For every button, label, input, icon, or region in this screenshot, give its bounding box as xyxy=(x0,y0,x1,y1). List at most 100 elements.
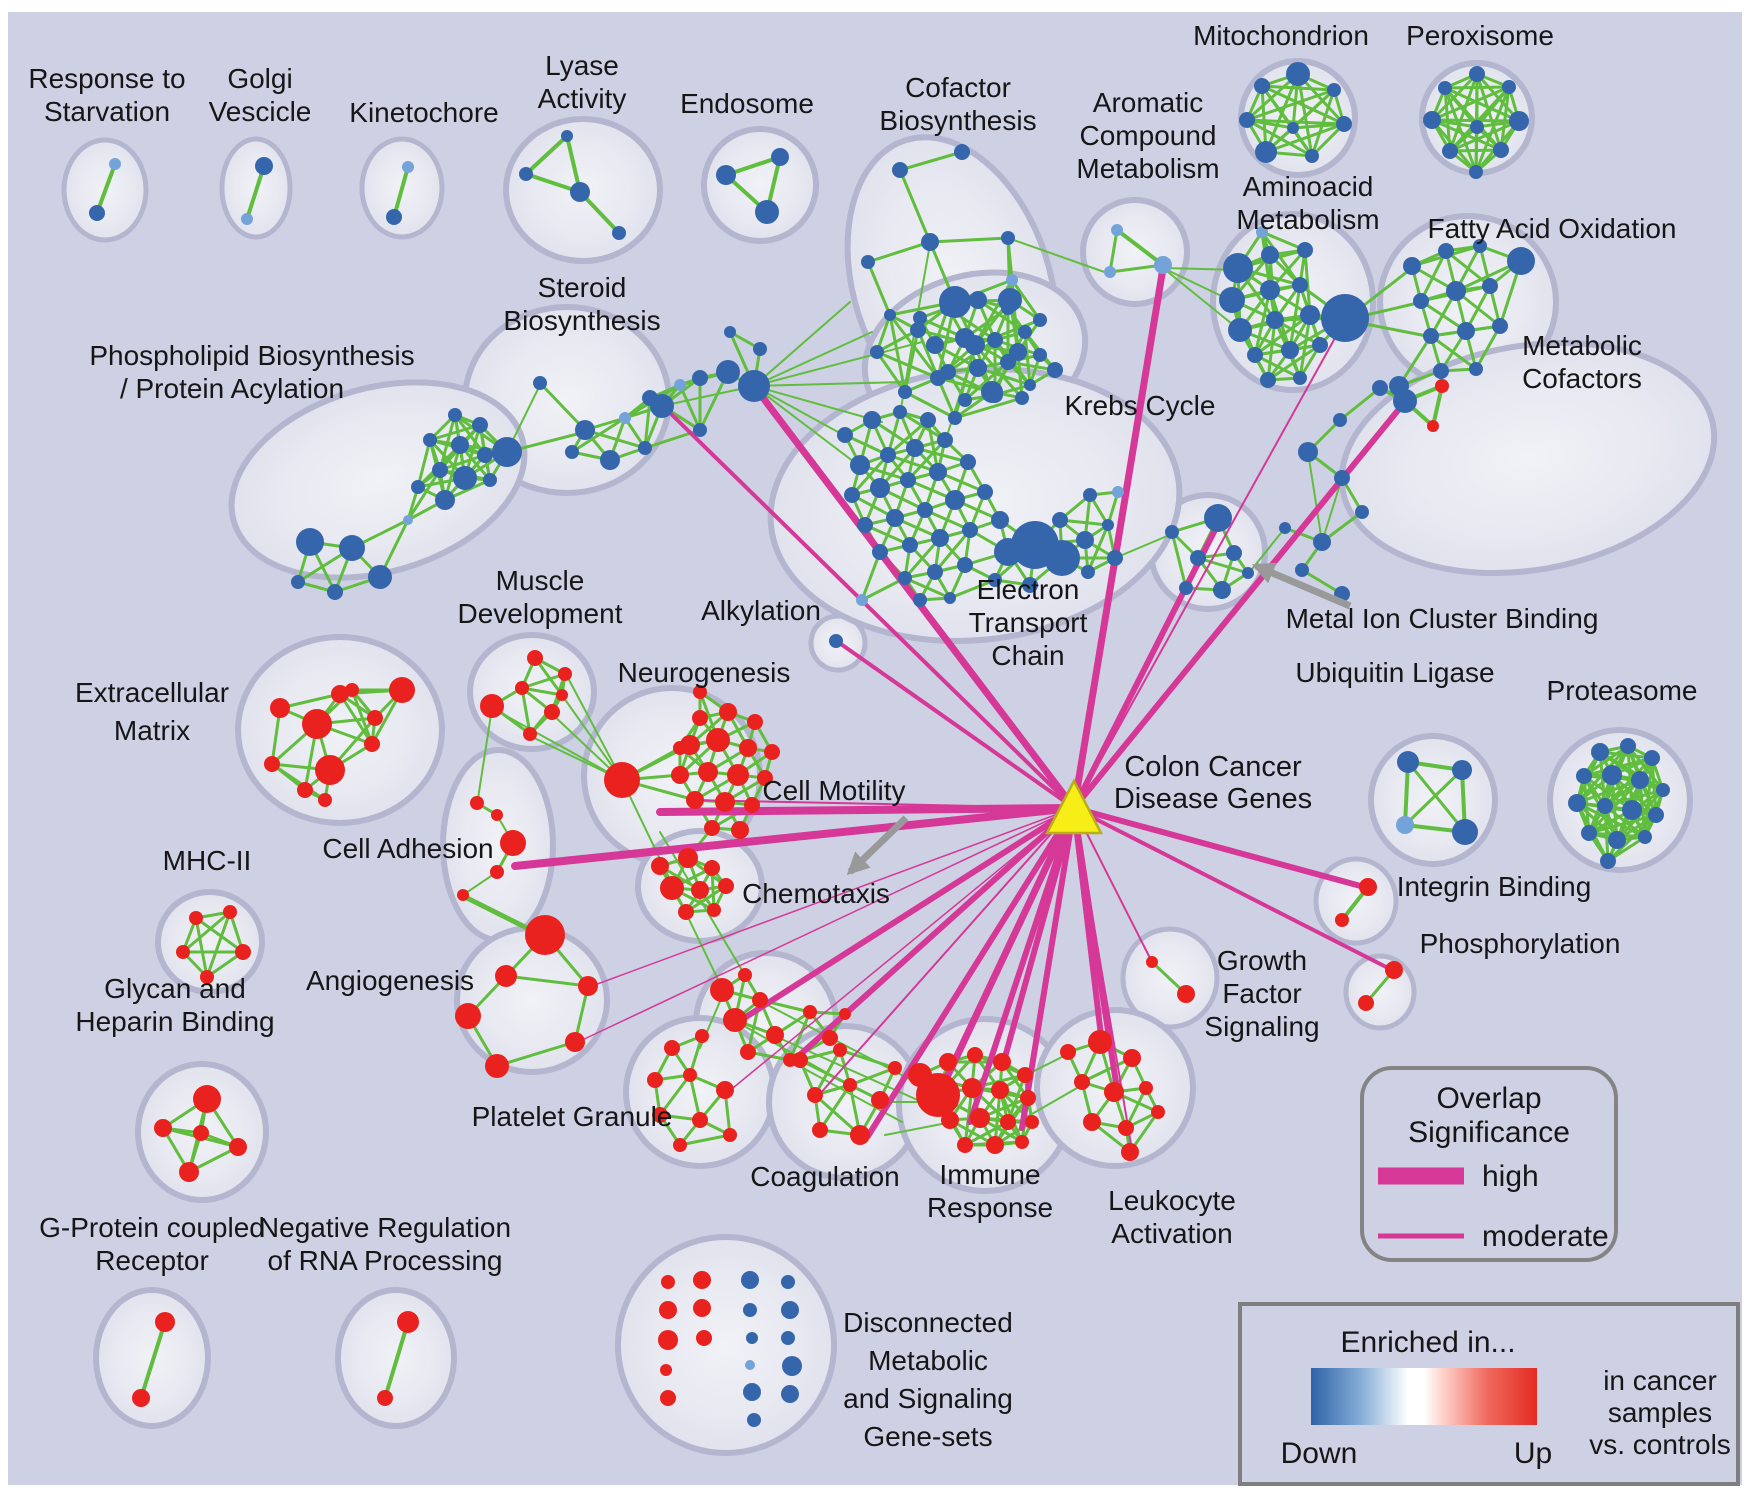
gene-set-node-angiogenesis xyxy=(455,1003,481,1029)
cluster-edge-peroxisome xyxy=(1430,85,1511,122)
cluster-edge-mitochondrion xyxy=(1245,118,1346,126)
gene-set-node-disconnected-gene-sets xyxy=(781,1331,795,1345)
cluster-edge-cofactor-biosynthesis xyxy=(898,168,932,244)
green-edge xyxy=(753,385,883,423)
cluster-edge-steroid-biosynthesis xyxy=(538,381,587,432)
gene-set-node-cell-motility xyxy=(651,857,669,875)
green-edge xyxy=(753,341,923,387)
gene-set-node-krebs-cycle xyxy=(940,300,956,316)
gene-set-node-cell-motility xyxy=(678,904,694,920)
gene-set-node-response-to-starvation xyxy=(109,158,121,170)
cluster-label-glycan-heparin-binding: Heparin Binding xyxy=(75,1006,274,1037)
cluster-label-cofactor-biosynthesis: Cofactor xyxy=(905,72,1011,103)
gene-set-node-phosphorylation xyxy=(1385,961,1403,979)
gene-set-node-fatty-acid-oxidation xyxy=(1433,363,1449,379)
gene-set-node-aminoacid-metabolism xyxy=(1312,337,1328,353)
gene-set-node-disconnected-gene-sets xyxy=(781,1275,795,1289)
green-edge xyxy=(753,301,851,387)
gene-set-node-krebs-cycle xyxy=(1024,379,1036,391)
gene-set-node-leukocyte-activation xyxy=(1118,1120,1134,1136)
gene-set-node-disconnected-gene-sets xyxy=(781,1301,799,1319)
gene-set-node-aminoacid-metabolism xyxy=(1260,280,1280,300)
gene-set-node-angiogenesis xyxy=(578,976,598,996)
cluster-edge-ubiquitin-ligase xyxy=(1406,760,1467,834)
gene-set-node-leukocyte-activation xyxy=(1104,1082,1124,1102)
cluster-label-lyase-activity: Activity xyxy=(538,83,627,114)
disease-genes-triangle xyxy=(1044,778,1104,835)
gene-set-node-mhc-ii xyxy=(200,970,214,984)
cluster-label-integrin-binding: Integrin Binding xyxy=(1397,871,1592,902)
gene-set-node-electron-transport-chain xyxy=(1081,565,1095,579)
cluster-label-neurogenesis: Neurogenesis xyxy=(618,657,791,688)
gene-set-node-extracellular-matrix xyxy=(264,756,280,772)
gene-set-node-cell-motility xyxy=(660,876,684,900)
legend-enriched-down-label: Down xyxy=(1281,1437,1358,1470)
cluster-label-alkylation: Alkylation xyxy=(701,595,821,626)
gene-set-node-angiogenesis xyxy=(565,1032,585,1052)
cluster-label-response-to-starvation: Response to xyxy=(28,63,185,94)
gene-set-node-proteasome xyxy=(1576,768,1592,784)
cluster-edge-mitochondrion xyxy=(1260,84,1268,154)
gene-set-node-extracellular-matrix xyxy=(345,683,359,697)
legend-overlap-title: Overlap xyxy=(1436,1082,1541,1115)
gene-set-node-cell-motility xyxy=(691,881,709,899)
gene-set-node-steroid-biosynthesis xyxy=(565,445,579,459)
gene-set-node-aminoacid-metabolism xyxy=(1300,305,1320,325)
gene-set-node-electron-transport-chain xyxy=(886,509,904,527)
gene-set-node-electron-transport-chain xyxy=(1083,488,1097,502)
legend-overlap-title: Significance xyxy=(1408,1116,1570,1149)
gene-set-node-cofactor-biosynthesis xyxy=(870,345,884,359)
cluster-edge-phospholipid-biosynthesis-protein-acylation xyxy=(428,423,482,442)
gene-set-node-extracellular-matrix xyxy=(297,782,313,798)
cluster-label-immune-response: Response xyxy=(927,1192,1053,1223)
gene-set-node-growth-factor-signaling xyxy=(1146,956,1158,968)
gene-set-node-electron-transport-chain xyxy=(844,487,860,503)
cluster-edge-aromatic-compound-metabolism xyxy=(1108,228,1119,274)
gene-set-node-aminoacid-metabolism xyxy=(1321,294,1369,342)
cluster-edge-cofactor-biosynthesis xyxy=(898,150,964,172)
cluster-edge-metabolic-cofactors xyxy=(1321,477,1343,543)
significance-edge xyxy=(577,807,1075,1043)
gene-set-node-proteasome xyxy=(1644,750,1660,766)
gene-set-node-phospholipid-biosynthesis-protein-acylation xyxy=(423,433,437,447)
cluster-label-golgi-vescicle: Golgi xyxy=(227,63,292,94)
gene-set-node-aminoacid-metabolism xyxy=(1223,253,1253,283)
cluster-edge-mhc-ii xyxy=(194,916,245,954)
cluster-edge-cofactor-biosynthesis xyxy=(903,328,920,394)
gene-set-node-phospholipid-biosynthesis-protein-acylation xyxy=(403,515,413,525)
gene-set-node-steroid-biosynthesis xyxy=(533,376,547,390)
gene-set-node-immune-response xyxy=(962,1078,982,1098)
cluster-edge-mitochondrion xyxy=(1291,122,1346,130)
significance-edge xyxy=(727,807,1075,1093)
cluster-label-negative-regulation-rna-processing: of RNA Processing xyxy=(268,1245,503,1276)
gene-set-node-muscle-development xyxy=(480,694,504,718)
cluster-label-leukocyte-activation: Activation xyxy=(1111,1218,1232,1249)
cluster-ellipse-phosphorylation xyxy=(1343,953,1417,1031)
gene-set-node-lyase-activity xyxy=(561,130,573,142)
gene-set-node-lyase-activity xyxy=(612,226,626,240)
cluster-ellipse-mhc-ii xyxy=(155,889,265,995)
hub-gene-set-node xyxy=(753,342,767,356)
legend-enriched-gradient-bar xyxy=(1311,1368,1537,1425)
gene-set-node-negative-regulation-rna-processing xyxy=(377,1390,393,1406)
cluster-edge-mitochondrion xyxy=(1245,88,1336,122)
gene-set-node-neurogenesis xyxy=(673,741,687,755)
gene-set-node-electron-transport-chain xyxy=(900,472,916,488)
gene-set-node-immune-response xyxy=(993,1053,1011,1071)
cluster-edge-metabolic-cofactors xyxy=(1307,451,1323,543)
gene-set-node-extracellular-matrix xyxy=(364,736,380,752)
cluster-edge-g-protein-coupled-receptor xyxy=(139,1320,167,1400)
cluster-edge-steroid-biosynthesis xyxy=(678,383,702,432)
gene-set-node-muscle-development xyxy=(556,689,568,701)
cluster-label-extracellular-matrix: Extracellular xyxy=(75,677,229,708)
cluster-edge-cofactor-biosynthesis xyxy=(1010,278,1042,322)
cluster-edge-cofactor-biosynthesis xyxy=(903,390,957,420)
gene-set-node-platelet-granule xyxy=(692,1112,708,1128)
cluster-edge-proteasome xyxy=(1575,778,1642,805)
gene-set-node-krebs-cycle xyxy=(987,387,1003,403)
cluster-edge-angiogenesis xyxy=(504,974,590,988)
cluster-edge-fatty-acid-oxidation xyxy=(1474,324,1502,371)
gene-set-node-immune-response xyxy=(1020,1090,1036,1106)
gene-set-node-krebs-cycle xyxy=(1001,301,1015,315)
cluster-label-kinetochore: Kinetochore xyxy=(349,97,498,128)
